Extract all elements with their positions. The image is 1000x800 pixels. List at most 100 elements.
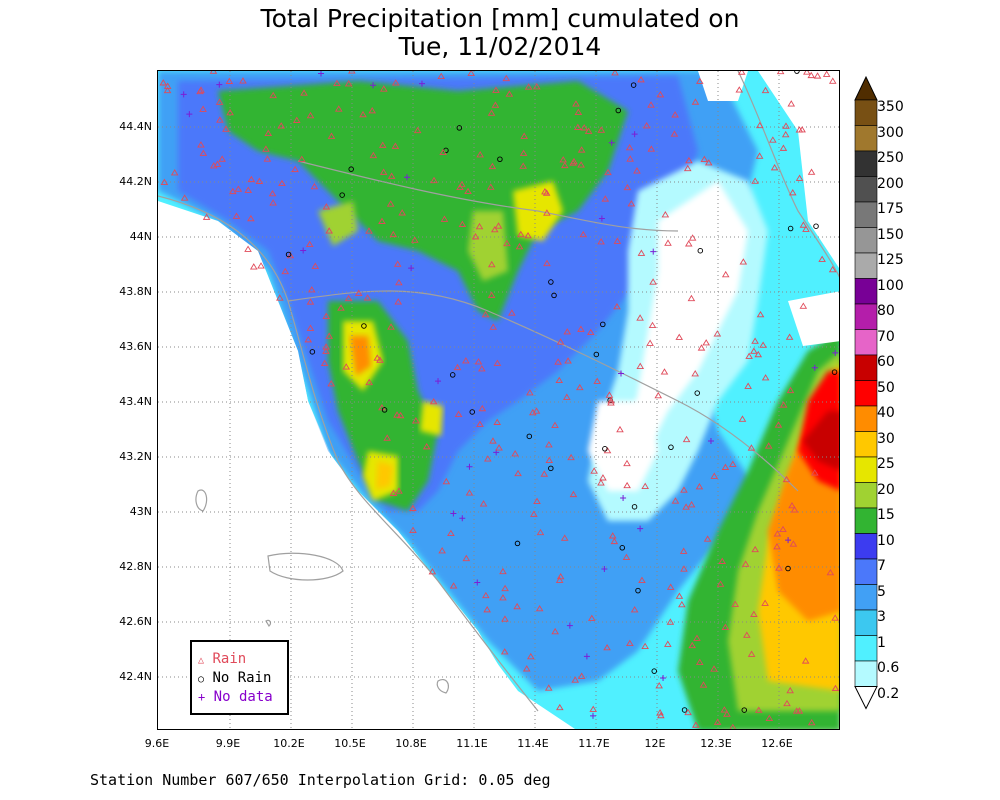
rain-station-marker: [429, 397, 438, 405]
rain-station-marker: [373, 354, 382, 361]
no-data-station-marker: [300, 247, 307, 254]
no-data-station-marker: [474, 579, 481, 586]
rain-station-marker: [807, 168, 816, 175]
rain-station-marker: [642, 122, 651, 129]
rain-station-marker: [751, 337, 759, 344]
no-data-station-marker: [707, 437, 714, 444]
rain-station-marker: [807, 71, 816, 79]
rain-station-marker: [393, 411, 401, 418]
rain-station-marker: [286, 251, 295, 259]
legend-no-data-label: No data: [213, 689, 273, 705]
rain-station-marker: [703, 535, 712, 542]
rain-station-marker: [675, 333, 684, 340]
rain-station-marker: [519, 162, 527, 169]
no-rain-station-marker: [619, 545, 626, 551]
rain-station-marker: [545, 441, 553, 448]
colorbar-segment: [854, 354, 878, 381]
rain-station-marker: [489, 323, 498, 330]
rain-station-marker: [664, 239, 672, 246]
rain-station-marker: [569, 490, 578, 498]
rain-station-marker: [764, 442, 773, 449]
rain-station-marker: [811, 469, 819, 476]
no-data-station-marker: [404, 174, 411, 181]
rain-station-marker: [785, 333, 794, 340]
rain-station-marker: [386, 200, 395, 207]
rain-station-marker: [636, 314, 644, 321]
rain-station-marker: [501, 584, 509, 592]
map-title-line-2: Tue, 11/02/2014: [398, 32, 602, 61]
rain-station-marker: [453, 363, 462, 371]
rain-station-marker: [488, 162, 497, 170]
rain-station-marker: [276, 294, 284, 301]
rain-station-marker: [687, 294, 696, 302]
rain-station-marker: [458, 180, 466, 188]
no-rain-station-marker: [615, 107, 622, 114]
colorbar-segment: [854, 99, 878, 126]
rain-station-marker: [755, 121, 764, 129]
rain-station-marker: [311, 262, 320, 269]
no-rain-station-marker: [787, 225, 794, 232]
no-data-station-marker: [450, 510, 457, 517]
rain-station-marker: [779, 525, 787, 533]
no-rain-station-marker: [285, 251, 292, 258]
rain-station-marker: [216, 116, 224, 123]
rain-station-marker: [524, 83, 533, 90]
colorbar-level-label: 5: [877, 583, 886, 600]
rain-station-marker: [564, 357, 572, 364]
rain-station-marker: [391, 79, 400, 86]
colorbar-level-label: 50: [877, 379, 895, 396]
rain-station-marker: [789, 540, 798, 547]
colorbar-level-label: 250: [877, 150, 904, 166]
rain-station-marker: [788, 501, 796, 509]
rain-station-marker: [218, 155, 226, 162]
x-tick-label: 9.9E: [215, 737, 241, 750]
no-data-station-marker: [408, 265, 415, 272]
rain-station-marker: [589, 705, 598, 712]
rain-station-marker: [754, 706, 763, 713]
rain-station-marker: [306, 111, 315, 119]
colorbar-level-label: 10: [877, 532, 895, 549]
rain-station-marker: [638, 576, 646, 583]
rain-station-marker: [505, 90, 514, 97]
rain-station-marker: [738, 415, 747, 422]
rain-station-marker: [327, 132, 336, 139]
rain-station-marker: [411, 236, 419, 243]
rain-station-marker: [159, 79, 168, 86]
rain-station-marker: [422, 443, 431, 450]
no-data-station-marker: [608, 139, 615, 146]
rain-station-marker: [264, 129, 273, 136]
rain-station-marker: [713, 330, 722, 337]
rain-station-marker: [687, 501, 696, 508]
colorbar-level-label: 70: [877, 328, 895, 345]
rain-station-marker: [462, 357, 470, 364]
rain-station-marker: [607, 397, 615, 404]
no-rain-station-marker: [381, 407, 388, 413]
rain-station-marker: [215, 98, 224, 105]
x-tick-label: 10.5E: [334, 737, 366, 750]
no-data-station-marker: [620, 494, 627, 501]
rain-station-marker: [327, 380, 335, 387]
rain-station-marker: [430, 176, 438, 184]
no-data-station-marker: [601, 565, 608, 572]
colorbar-segment: [854, 125, 878, 152]
rain-station-marker: [637, 249, 646, 256]
rain-station-marker: [786, 686, 794, 694]
rain-station-marker: [576, 383, 584, 391]
rain-station-marker: [449, 582, 458, 589]
rain-station-marker: [597, 238, 605, 245]
rain-station-marker: [247, 214, 255, 222]
rain-station-marker: [244, 186, 253, 193]
rain-station-marker: [761, 599, 769, 606]
rain-station-marker: [731, 600, 740, 607]
rain-station-marker: [666, 618, 675, 625]
rain-station-marker: [514, 469, 522, 477]
rain-station-marker: [765, 714, 774, 721]
no-rain-station-marker: [635, 587, 641, 594]
rain-station-marker: [511, 450, 519, 457]
rain-station-marker: [369, 151, 378, 159]
rain-station-marker: [607, 399, 615, 406]
rain-station-marker: [281, 267, 290, 275]
no-rain-station-marker: [514, 540, 521, 547]
rain-station-marker: [232, 212, 241, 219]
rain-station-marker: [685, 156, 693, 164]
